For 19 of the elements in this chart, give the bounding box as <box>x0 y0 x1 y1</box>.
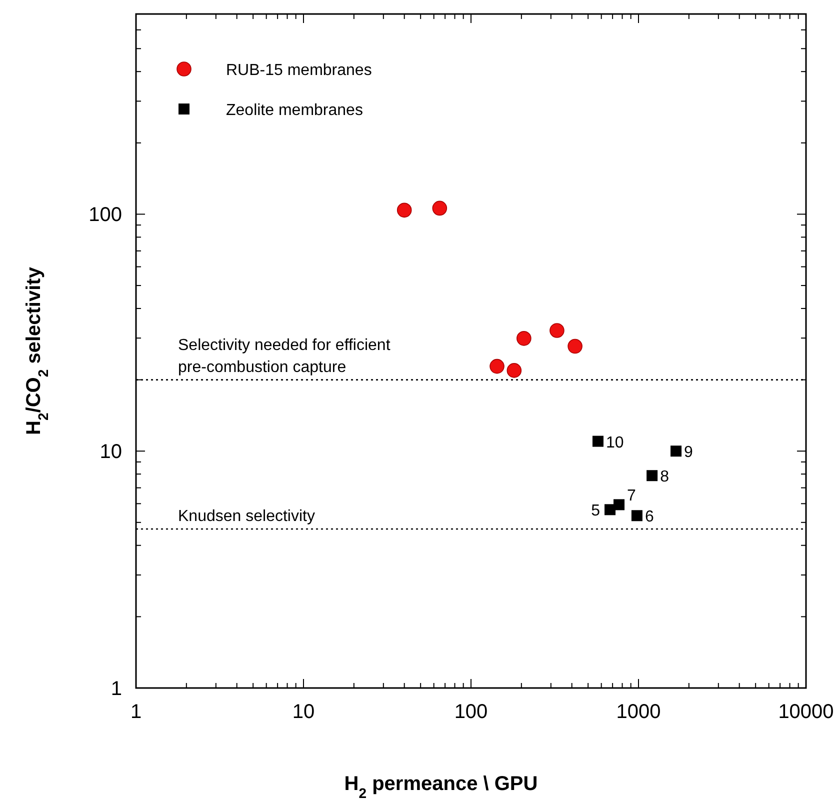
y-tick-label: 100 <box>88 204 122 226</box>
x-tick-label: 100 <box>454 701 488 723</box>
annotation: 7 <box>627 488 636 505</box>
x-tick-label: 1000 <box>616 701 661 723</box>
ref-line-label: Knudsen selectivity <box>178 508 315 525</box>
x-tick-label: 10000 <box>778 701 834 723</box>
x-tick-label: 1 <box>130 701 142 723</box>
legend-label: RUB-15 membranes <box>226 62 372 79</box>
annotation: 10 <box>606 434 624 452</box>
annotation: 6 <box>644 508 654 526</box>
annotation: 8 <box>660 468 670 486</box>
ref-line-label: Selectivity needed for efficient pre-combustion capture <box>178 336 391 376</box>
x-axis-title: H$_{2}$ permeance \ GPU <box>344 773 538 801</box>
x-tick-label: 10 <box>292 701 315 723</box>
legend-label: Zeolite membranes <box>226 102 363 119</box>
y-tick-label: 1 <box>110 678 122 700</box>
y-tick-label: 10 <box>100 441 122 464</box>
annotation: 9 <box>684 444 694 462</box>
annotation: 5 <box>591 502 600 520</box>
